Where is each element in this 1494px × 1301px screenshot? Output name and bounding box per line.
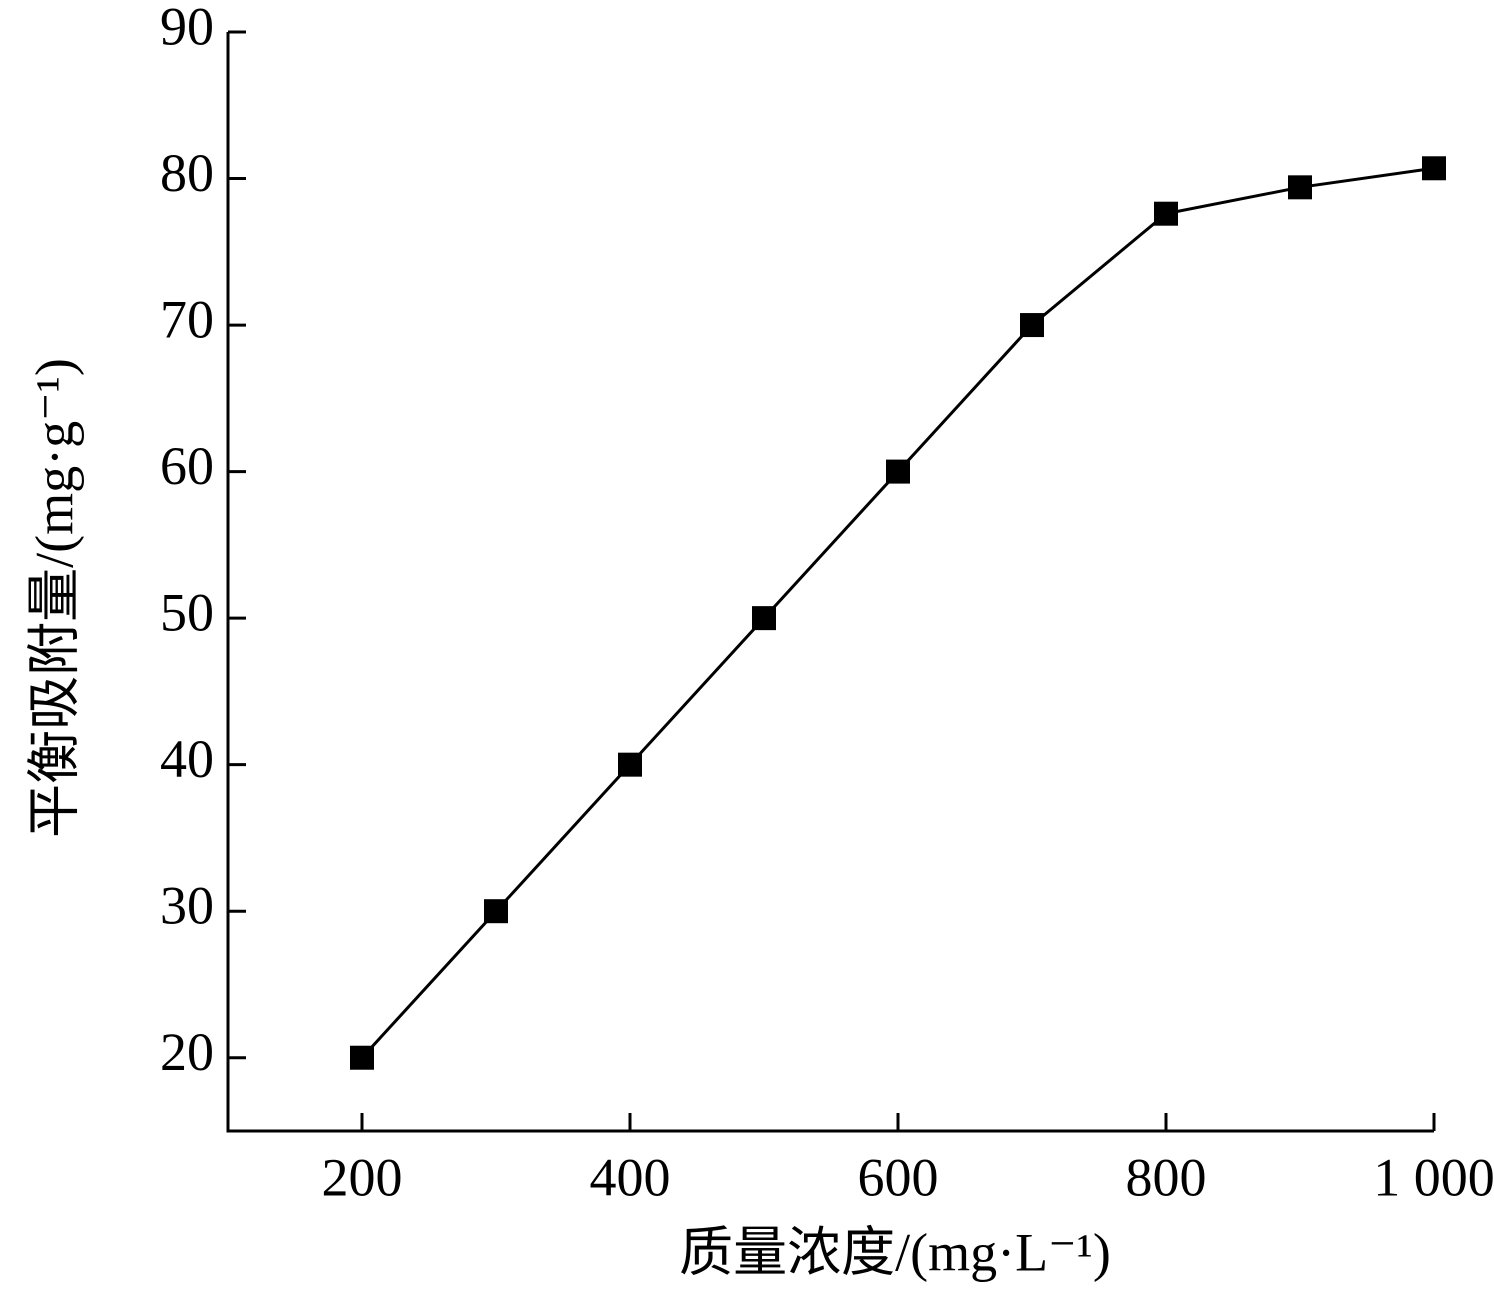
marker [484,899,508,924]
marker [1020,313,1044,338]
y-tick-label: 80 [160,143,214,203]
marker [1422,156,1446,181]
x-tick-label: 1 000 [1373,1147,1494,1207]
axes [226,32,1434,1133]
marker [1288,175,1312,200]
y-tick-label: 30 [160,876,214,936]
x-tick-label: 400 [590,1147,671,1207]
y-tick-label: 20 [160,1022,214,1082]
x-tick-label: 600 [858,1147,939,1207]
y-tick-label: 50 [160,583,214,643]
y-tick-label: 40 [160,729,214,789]
marker [752,606,776,631]
line [360,166,1435,1059]
marker [350,1045,374,1070]
y-tick-label: 90 [160,0,214,56]
marker [1154,201,1178,226]
x-tick-label: 800 [1126,1147,1207,1207]
x-axis-label: 质量浓度/(mg·L⁻¹) [679,1222,1111,1282]
y-tick-label: 70 [160,289,214,349]
marker [886,459,910,484]
x-tick-label: 200 [322,1147,403,1207]
y-axis-label: 平衡吸附量/(mg·g⁻¹) [24,358,84,838]
marker [618,752,642,777]
y-tick-label: 60 [160,436,214,496]
